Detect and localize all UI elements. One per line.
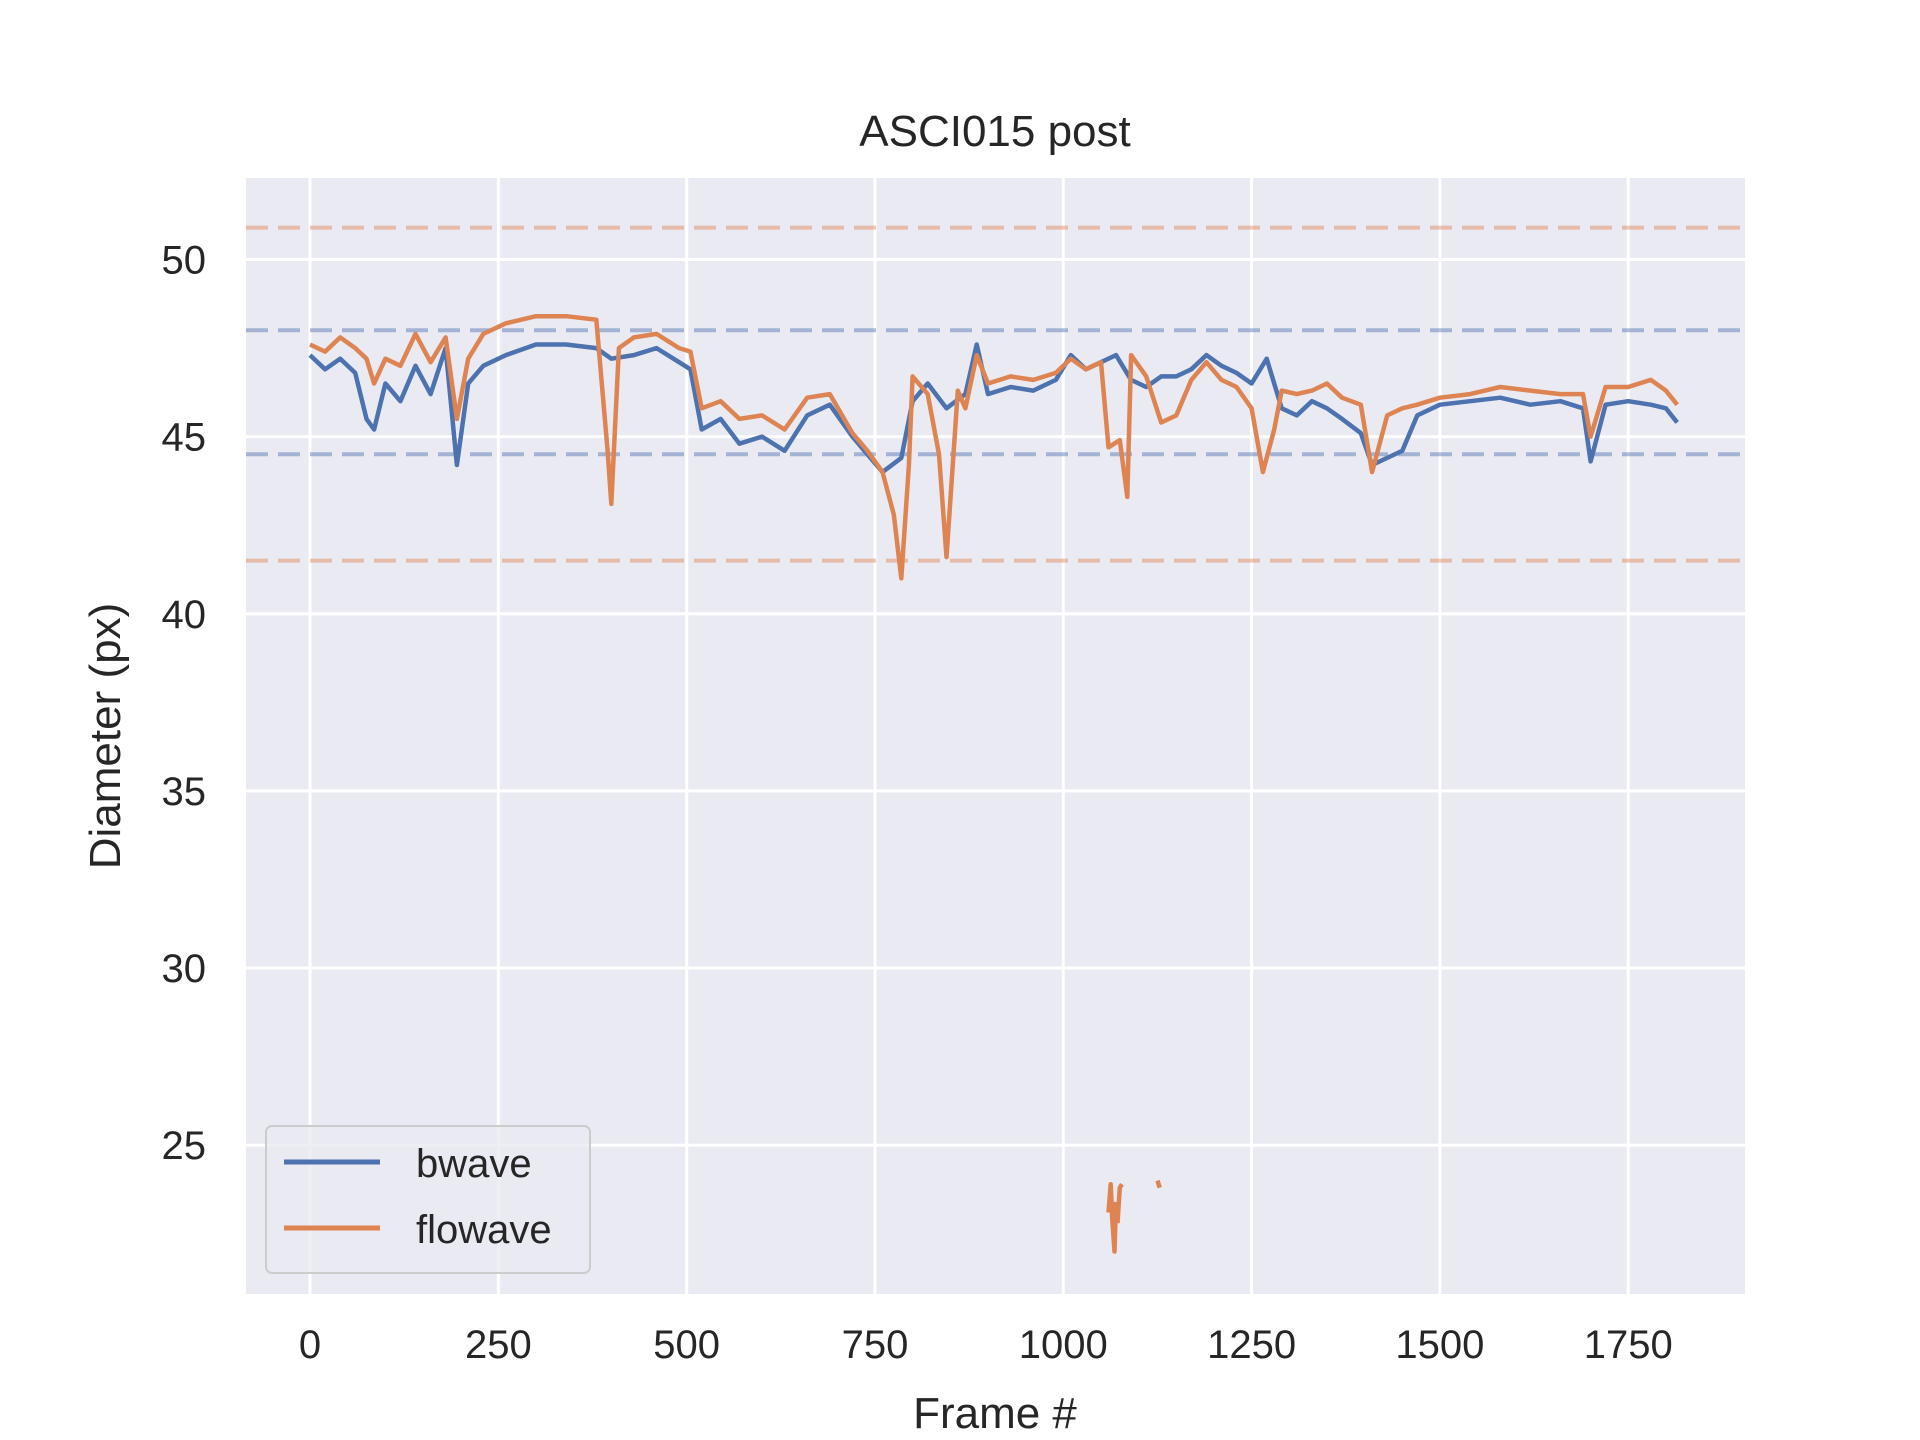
y-tick-labels: 25 30 35 40 45 50 <box>162 238 207 1168</box>
legend: bwave flowave <box>265 1125 591 1274</box>
x-tick-labels: 0 250 500 750 1000 1250 1500 1750 <box>299 1323 1673 1367</box>
chart-title: ASCI015 post <box>859 107 1131 156</box>
x-tick-label: 1500 <box>1395 1323 1484 1367</box>
x-tick-label: 1000 <box>1019 1323 1108 1367</box>
series-line-bwave <box>308 342 1679 475</box>
y-tick-label: 25 <box>162 1124 207 1168</box>
x-tick-label: 250 <box>465 1323 532 1367</box>
reference-lines <box>246 225 1745 563</box>
plot-background <box>246 178 1745 1294</box>
x-tick-label: 0 <box>299 1323 321 1367</box>
series-line-flowave-segment <box>1155 1179 1162 1189</box>
series-line-flowave <box>309 313 1679 581</box>
y-tick-label: 40 <box>162 593 207 637</box>
series-lines <box>308 313 1679 1254</box>
legend-label-flowave: flowave <box>416 1208 552 1252</box>
y-tick-label: 35 <box>162 770 207 814</box>
y-tick-label: 50 <box>162 238 207 282</box>
x-tick-label: 500 <box>653 1323 720 1367</box>
x-tick-label: 1250 <box>1207 1323 1296 1367</box>
x-axis-label: Frame # <box>913 1389 1077 1438</box>
y-tick-label: 30 <box>162 947 207 991</box>
legend-label-bwave: bwave <box>416 1142 532 1186</box>
x-tick-label: 1750 <box>1584 1323 1673 1367</box>
series-line-flowave-segment <box>1106 1181 1119 1254</box>
y-axis-label: Diameter (px) <box>81 603 130 870</box>
series-line-flowave-segment <box>1115 1183 1124 1224</box>
y-tick-label: 45 <box>162 416 207 460</box>
x-tick-label: 750 <box>842 1323 909 1367</box>
